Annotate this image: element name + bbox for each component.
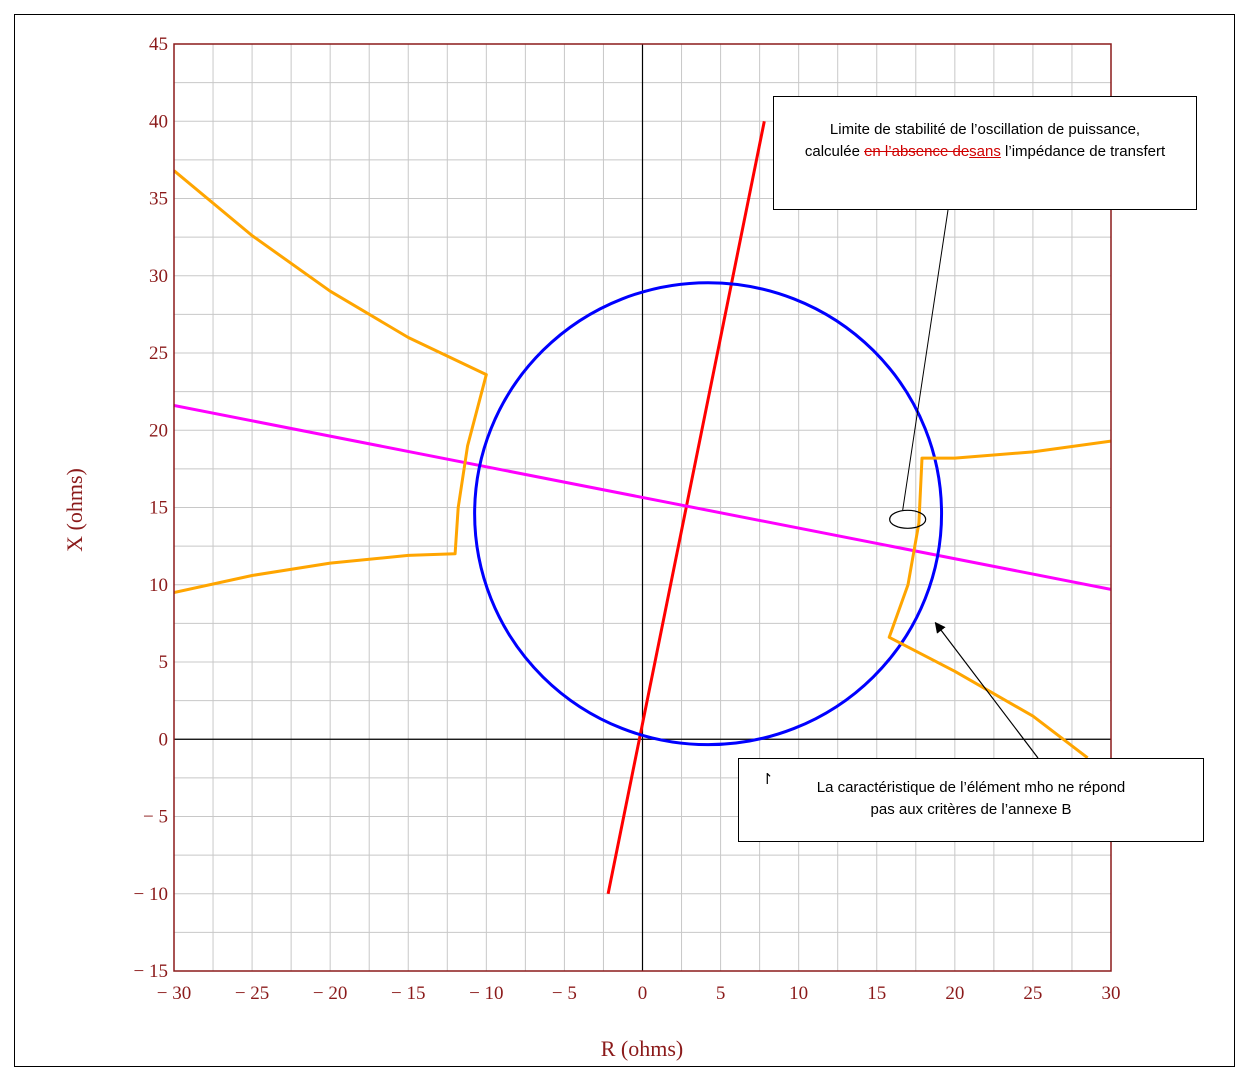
stability-callout-leader bbox=[902, 209, 949, 511]
callout-text-before: Limite de stabilité de l’oscillation de … bbox=[804, 121, 1141, 160]
callout-text-deleted: en l’absence de bbox=[864, 143, 970, 160]
y-tick-label: 35 bbox=[149, 189, 168, 210]
y-tick-label: 30 bbox=[149, 266, 168, 287]
mho-criteria-callout: La caractéristique de l’élément mho ne r… bbox=[738, 758, 1204, 842]
y-tick-label: 0 bbox=[159, 729, 169, 750]
y-tick-label: 40 bbox=[149, 111, 168, 132]
x-axis-label: R (ohms) bbox=[601, 1036, 684, 1061]
x-tick-label: 30 bbox=[1102, 983, 1121, 1004]
x-tick-label: 0 bbox=[638, 983, 648, 1004]
series-group bbox=[174, 121, 1111, 895]
plot-border bbox=[173, 43, 1112, 972]
orange-curve-right bbox=[887, 439, 1111, 759]
y-tick-label: 20 bbox=[149, 420, 168, 441]
callout-text-after: l’impédance de transfert bbox=[1000, 143, 1166, 160]
callout-text-inserted: sans bbox=[969, 143, 1001, 160]
y-tick-labels: − 15 − 10 − 5 0 5 10 15 20 25 30 35 40 45 bbox=[134, 34, 168, 982]
y-tick-label: − 5 bbox=[143, 807, 168, 828]
y-tick-label: 5 bbox=[159, 652, 169, 673]
callout-mho-text: La caractéristique de l’élément mho ne r… bbox=[816, 779, 1126, 818]
x-tick-label: − 25 bbox=[235, 983, 269, 1004]
y-tick-label: 25 bbox=[149, 343, 168, 364]
y-tick-label: − 10 bbox=[134, 884, 168, 905]
stability-limit-callout: Limite de stabilité de l’oscillation de … bbox=[773, 96, 1197, 210]
x-tick-label: − 10 bbox=[469, 983, 503, 1004]
y-tick-label: − 15 bbox=[134, 961, 168, 982]
x-tick-label: 5 bbox=[716, 983, 726, 1004]
y-tick-label: 45 bbox=[149, 34, 168, 55]
stray-mark: ↾ bbox=[761, 771, 774, 788]
x-tick-label: − 30 bbox=[157, 983, 191, 1004]
x-tick-label: − 15 bbox=[391, 983, 425, 1004]
y-axis-label: X (ohms) bbox=[62, 468, 87, 552]
x-tick-labels: − 30 − 25 − 20 − 15 − 10 − 5 0 5 10 15 20 25 30 bbox=[157, 983, 1121, 1004]
y-tick-label: 10 bbox=[149, 575, 168, 596]
mho-callout-arrow bbox=[934, 621, 1039, 759]
x-tick-label: − 20 bbox=[313, 983, 347, 1004]
x-tick-label: 20 bbox=[945, 983, 964, 1004]
callout-target-ellipse bbox=[889, 509, 927, 529]
x-tick-label: 15 bbox=[867, 983, 886, 1004]
x-tick-label: 10 bbox=[789, 983, 808, 1004]
x-tick-label: − 5 bbox=[552, 983, 577, 1004]
zero-axes bbox=[174, 44, 1111, 971]
figure-frame bbox=[14, 14, 1235, 1067]
mho-circle bbox=[473, 281, 944, 747]
x-tick-label: 25 bbox=[1023, 983, 1042, 1004]
magenta-characteristic-line bbox=[174, 404, 1111, 591]
y-tick-label: 15 bbox=[149, 498, 168, 519]
orange-curve-left bbox=[174, 169, 488, 594]
callout-leaders bbox=[889, 209, 1039, 759]
